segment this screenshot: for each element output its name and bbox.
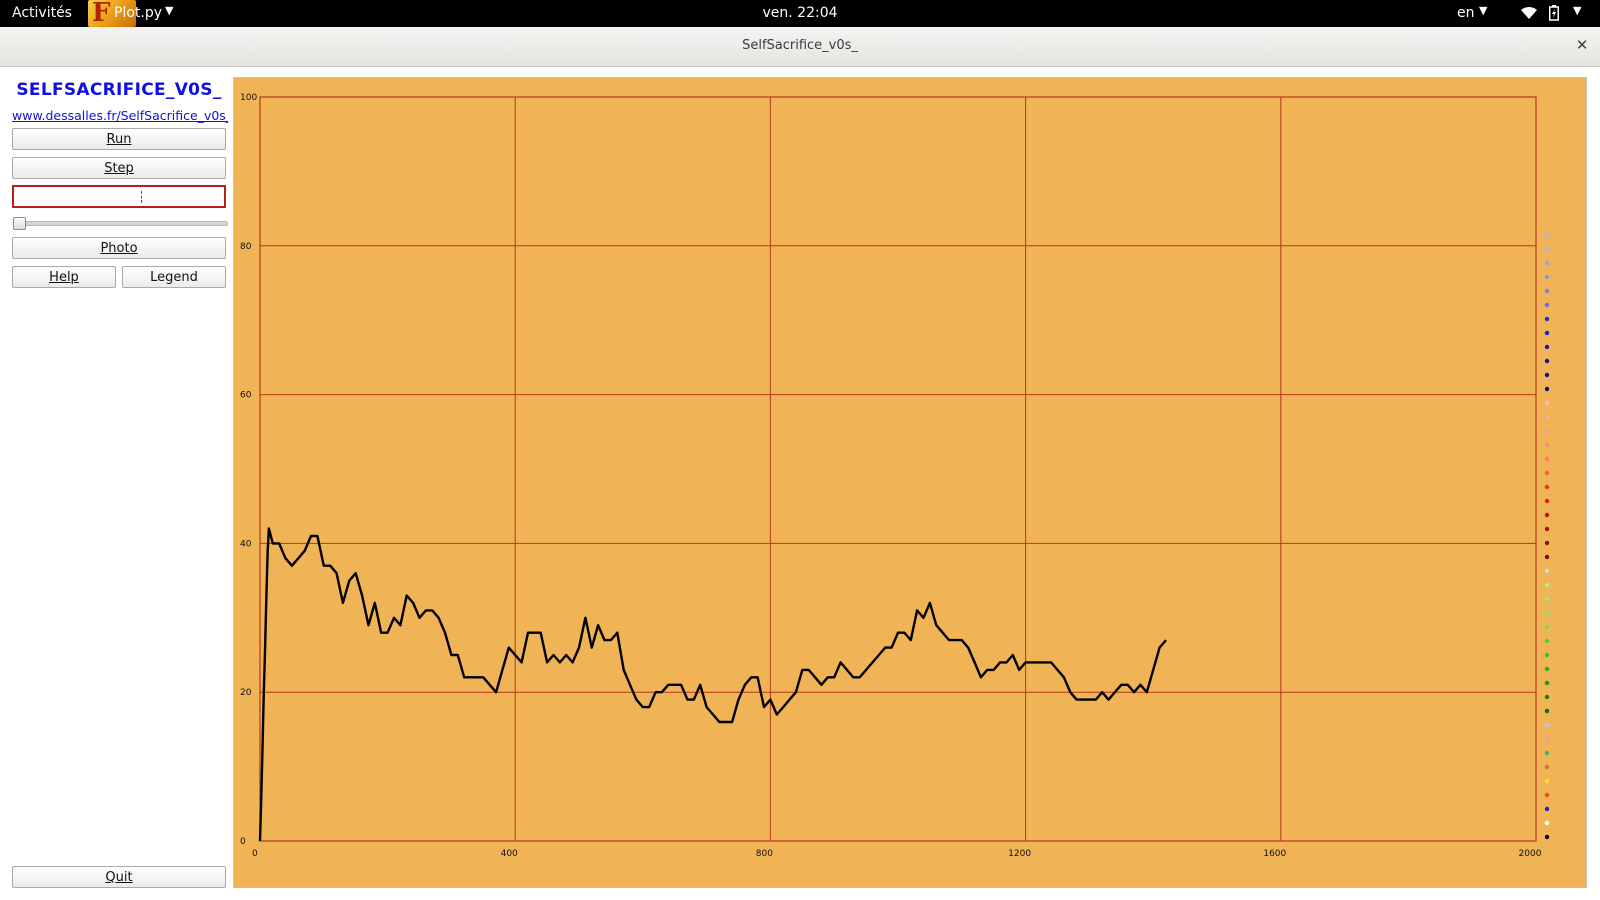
- legend-dot: [1544, 526, 1550, 532]
- legend-dot: [1544, 792, 1550, 798]
- legend-dot: [1544, 260, 1550, 266]
- legend-dot: [1544, 764, 1550, 770]
- language-indicator[interactable]: en: [1457, 5, 1475, 21]
- legend-dots: [1544, 232, 1550, 840]
- control-panel: SELFSACRIFICE_V0S_ www.dessalles.fr/Self…: [0, 67, 230, 900]
- y-tick-label: 60: [240, 391, 252, 401]
- help-button[interactable]: Help: [12, 266, 116, 288]
- plot-area: [233, 77, 1587, 888]
- chart-ticks: 0 20 40 60 80 100 0 400 800 1200 1600 2000: [240, 93, 1542, 859]
- step-button-label: Step: [104, 161, 134, 176]
- series-line-0: [258, 527, 1167, 842]
- legend-dot: [1544, 624, 1550, 630]
- legend-dot: [1544, 330, 1550, 336]
- legend-dot: [1544, 806, 1550, 812]
- run-button[interactable]: Run: [12, 128, 226, 150]
- plot-border: [259, 96, 1537, 842]
- chart-series: [258, 527, 1167, 842]
- legend-dot: [1544, 596, 1550, 602]
- battery-icon[interactable]: [1549, 5, 1559, 21]
- window-title: SelfSacrifice_v0s_: [742, 38, 858, 53]
- legend-dot: [1544, 246, 1550, 252]
- quit-button-label: Quit: [105, 870, 133, 885]
- legend-dot: [1544, 834, 1550, 840]
- legend-dot: [1544, 582, 1550, 588]
- y-tick-label: 40: [240, 539, 252, 549]
- clock-container: ven. 22:04: [0, 5, 1600, 21]
- run-button-label: Run: [106, 132, 132, 147]
- legend-dot: [1544, 554, 1550, 560]
- help-button-label: Help: [49, 270, 79, 285]
- chart-grid: [259, 96, 1537, 842]
- legend-dot: [1544, 302, 1550, 308]
- speed-slider-handle[interactable]: [13, 217, 26, 230]
- legend-dot: [1544, 708, 1550, 714]
- clock[interactable]: ven. 22:04: [762, 5, 838, 21]
- chevron-down-icon[interactable]: ▼: [1573, 4, 1582, 17]
- photo-button[interactable]: Photo: [12, 237, 226, 259]
- legend-dot: [1544, 400, 1550, 406]
- legend-dot: [1544, 722, 1550, 728]
- legend-dot: [1544, 778, 1550, 784]
- legend-dot: [1544, 638, 1550, 644]
- x-tick-label: 800: [756, 849, 773, 859]
- app-title: SELFSACRIFICE_V0S_: [16, 80, 222, 100]
- legend-dot: [1544, 652, 1550, 658]
- legend-dot: [1544, 316, 1550, 322]
- legend-dot: [1544, 274, 1550, 280]
- legend-dot: [1544, 694, 1550, 700]
- photo-button-label: Photo: [100, 241, 138, 256]
- text-cursor: [141, 191, 143, 203]
- activities-button[interactable]: Activités: [12, 5, 72, 21]
- x-tick-label: 0: [252, 849, 258, 859]
- legend-dot: [1544, 358, 1550, 364]
- x-tick-label: 1600: [1263, 849, 1286, 859]
- x-tick-label: 1200: [1008, 849, 1031, 859]
- x-tick-label: 2000: [1519, 849, 1542, 859]
- speed-slider-track[interactable]: [14, 221, 228, 226]
- legend-button[interactable]: Legend: [122, 266, 226, 288]
- window-titlebar: SelfSacrifice_v0s_ ✕: [0, 27, 1600, 67]
- legend-button-label: Legend: [150, 270, 198, 285]
- legend-dot: [1544, 344, 1550, 350]
- legend-dot: [1544, 680, 1550, 686]
- step-button[interactable]: Step: [12, 157, 226, 179]
- legend-dot: [1544, 372, 1550, 378]
- legend-dot: [1544, 288, 1550, 294]
- legend-dot: [1544, 512, 1550, 518]
- legend-dot: [1544, 820, 1550, 826]
- legend-dot: [1544, 386, 1550, 392]
- system-top-bar: Activités F Plot.py ▼ ven. 22:04 en ▼ ▼: [0, 0, 1600, 28]
- legend-dot: [1544, 232, 1550, 238]
- legend-dot: [1544, 470, 1550, 476]
- y-tick-label: 20: [240, 688, 252, 698]
- y-tick-label: 0: [240, 837, 246, 847]
- website-link[interactable]: www.dessalles.fr/SelfSacrifice_v0s_: [12, 108, 228, 123]
- legend-dot: [1544, 414, 1550, 420]
- legend-dot: [1544, 498, 1550, 504]
- legend-dot: [1544, 428, 1550, 434]
- speed-input[interactable]: [12, 185, 226, 208]
- chevron-down-icon: ▼: [165, 4, 174, 17]
- app-menu-label: Plot.py: [114, 5, 163, 21]
- legend-dot: [1544, 456, 1550, 462]
- quit-button[interactable]: Quit: [12, 866, 226, 888]
- legend-dot: [1544, 736, 1550, 742]
- y-tick-label: 80: [240, 242, 252, 252]
- legend-dot: [1544, 540, 1550, 546]
- line-chart: 0 20 40 60 80 100 0 400 800 1200 1600 2000: [240, 93, 1550, 859]
- legend-dot: [1544, 750, 1550, 756]
- chevron-down-icon: ▼: [1479, 4, 1488, 17]
- app-logo-icon: F: [88, 0, 136, 28]
- legend-dot: [1544, 442, 1550, 448]
- legend-dot: [1544, 568, 1550, 574]
- legend-dot: [1544, 666, 1550, 672]
- y-tick-label: 100: [240, 93, 257, 103]
- legend-dot: [1544, 484, 1550, 490]
- legend-dot: [1544, 610, 1550, 616]
- close-icon[interactable]: ✕: [1575, 36, 1589, 54]
- x-tick-label: 400: [501, 849, 518, 859]
- wifi-icon[interactable]: [1520, 6, 1538, 20]
